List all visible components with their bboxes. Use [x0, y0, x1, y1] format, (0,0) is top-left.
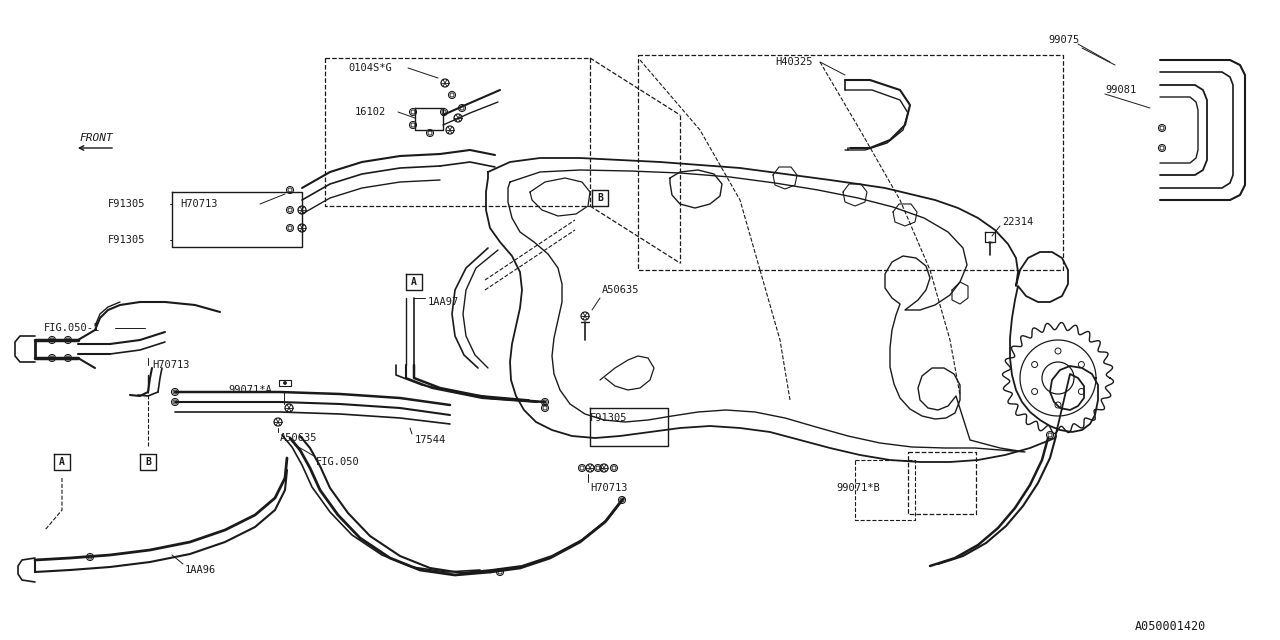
Text: 1AA96: 1AA96 — [186, 565, 216, 575]
Text: 16102: 16102 — [355, 107, 387, 117]
Text: A: A — [411, 277, 417, 287]
Text: H70713: H70713 — [152, 360, 189, 370]
Circle shape — [283, 381, 287, 385]
Text: A50635: A50635 — [602, 285, 640, 295]
Text: 0104S*G: 0104S*G — [348, 63, 392, 73]
Text: 1AA97: 1AA97 — [428, 297, 460, 307]
Text: B: B — [596, 193, 603, 203]
Text: 99075: 99075 — [1048, 35, 1079, 45]
Text: H70713: H70713 — [180, 199, 218, 209]
Text: 99071*A: 99071*A — [228, 385, 271, 395]
Text: FIG.050: FIG.050 — [316, 457, 360, 467]
Text: 99081: 99081 — [1105, 85, 1137, 95]
Text: A050001420: A050001420 — [1135, 620, 1206, 632]
Text: B: B — [145, 457, 151, 467]
Text: H40325: H40325 — [774, 57, 813, 67]
Text: F91305: F91305 — [108, 199, 146, 209]
Text: 22314: 22314 — [1002, 217, 1033, 227]
Text: FIG.050-1: FIG.050-1 — [44, 323, 100, 333]
Text: H70713: H70713 — [590, 483, 627, 493]
Text: 17544: 17544 — [415, 435, 447, 445]
Text: FRONT: FRONT — [79, 133, 114, 143]
Text: F91305: F91305 — [108, 235, 146, 245]
Text: F91305: F91305 — [590, 413, 627, 423]
Text: A: A — [59, 457, 65, 467]
Text: 99071*B: 99071*B — [836, 483, 879, 493]
Text: A50635: A50635 — [280, 433, 317, 443]
